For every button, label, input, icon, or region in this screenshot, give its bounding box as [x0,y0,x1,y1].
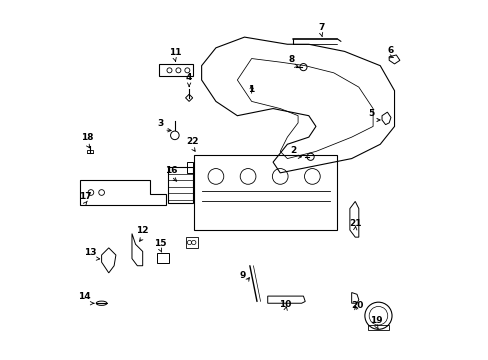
Text: 16: 16 [164,166,177,175]
Text: 18: 18 [81,134,93,143]
Text: 4: 4 [185,73,192,82]
Text: 22: 22 [186,137,199,146]
Text: 9: 9 [240,271,246,280]
Text: 11: 11 [168,48,181,57]
Bar [87,150,93,153]
Text: 6: 6 [387,46,393,55]
Text: 8: 8 [287,55,294,64]
Text: 17: 17 [79,193,92,202]
Text: 2: 2 [289,146,296,155]
Text: 14: 14 [78,292,91,301]
Text: 7: 7 [318,23,324,32]
Text: 20: 20 [350,301,363,310]
Text: 1: 1 [248,85,254,94]
Text: 3: 3 [158,119,164,128]
Text: 5: 5 [368,109,374,118]
Text: 10: 10 [279,300,291,309]
Bar [367,325,388,330]
Text: 19: 19 [369,316,382,325]
Text: 12: 12 [136,226,149,235]
Text: 21: 21 [348,219,361,228]
Text: 13: 13 [83,248,96,257]
Text: 15: 15 [154,239,166,248]
